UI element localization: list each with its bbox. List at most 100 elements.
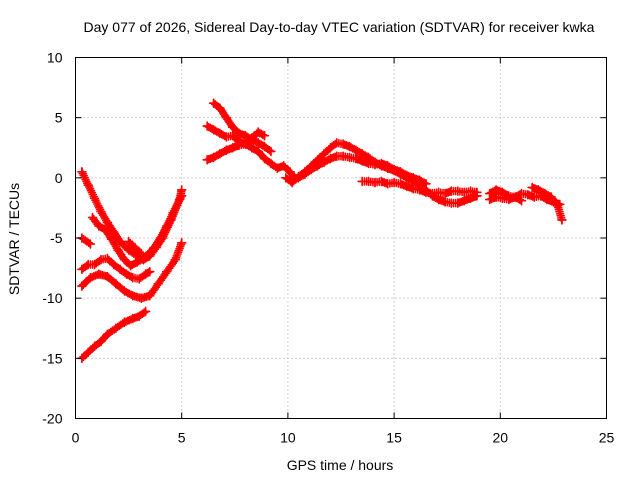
data-point [168,207,178,218]
data-point [546,192,557,202]
plot-frame [75,57,607,419]
data-point [234,128,244,139]
data-point [491,192,501,202]
data-point [395,179,406,189]
data-point [108,259,119,270]
chart-title: Day 077 of 2026, Sidereal Day-to-day VTE… [84,19,595,35]
data-point [123,236,134,247]
data-point [227,130,238,141]
data-point [234,140,244,151]
y-tick-label: 0 [55,170,63,186]
data-point [87,212,98,223]
data-point [96,336,106,347]
data-point [89,341,100,352]
data-point [421,187,431,198]
data-point [149,242,159,253]
y-tick-label: -5 [50,230,63,246]
data-point [370,159,380,170]
data-point [115,236,125,247]
data-point [338,139,348,149]
x-axis-label: GPS time / hours [287,457,394,473]
data-point [125,260,136,271]
data-point [119,286,130,296]
data-point [221,132,232,142]
series-track-6 [77,233,96,249]
data-point [253,138,263,148]
data-point [516,195,527,206]
data-point [113,245,123,255]
series-track-12 [293,151,431,189]
data-point [77,167,87,177]
data-point [119,254,130,265]
data-point [408,183,418,194]
data-point [111,278,121,289]
data-point [240,130,251,141]
data-point [136,248,147,259]
data-point [533,185,544,195]
data-point [408,173,418,183]
data-point [306,164,317,175]
data-point [85,239,96,249]
data-point [357,156,367,166]
data-point [465,186,476,196]
y-tick-label: 5 [55,110,63,126]
data-point [253,146,263,157]
data-point [102,253,113,264]
data-point [240,139,251,149]
data-point [227,143,238,153]
series-track-8 [208,98,276,157]
data-point [128,291,138,301]
series-track-16 [527,182,567,225]
data-point [382,161,393,171]
data-point [94,221,104,231]
data-point [102,329,113,340]
data-point [325,153,336,164]
data-point [414,175,425,185]
series-markers [77,233,95,249]
data-point [162,221,172,231]
data-point [440,197,450,207]
data-point [130,242,140,253]
data-point [351,153,361,164]
data-point [115,264,125,275]
series-track-5 [87,191,187,271]
data-point [376,158,387,169]
data-point [287,177,297,188]
series-layer [77,98,567,364]
data-point [272,163,283,173]
data-point [208,152,219,163]
data-point [281,173,291,183]
data-point [338,151,348,161]
data-point [136,293,147,303]
data-point [215,103,225,113]
data-point [259,153,270,164]
data-point [128,272,138,283]
series-track-15 [484,192,527,206]
data-point [540,188,550,199]
x-tick-label: 20 [493,430,509,446]
data-point [253,127,263,137]
data-point [247,133,257,143]
data-point [94,269,104,279]
data-point [108,227,119,237]
data-point [376,176,387,187]
y-tick-label: -15 [42,350,62,366]
series-track-1 [77,306,151,364]
data-point [247,143,257,153]
data-point [208,98,219,108]
data-point [215,149,225,159]
data-point [202,121,212,131]
data-point [421,179,431,189]
data-point [363,176,374,187]
data-point [453,198,463,208]
data-point [266,158,276,169]
data-point [176,238,187,248]
data-point [121,269,132,279]
data-point [552,200,563,211]
data-point [145,247,155,258]
data-point [221,145,232,155]
data-point [389,164,399,175]
data-point [382,179,393,189]
x-tick-label: 25 [599,430,615,446]
